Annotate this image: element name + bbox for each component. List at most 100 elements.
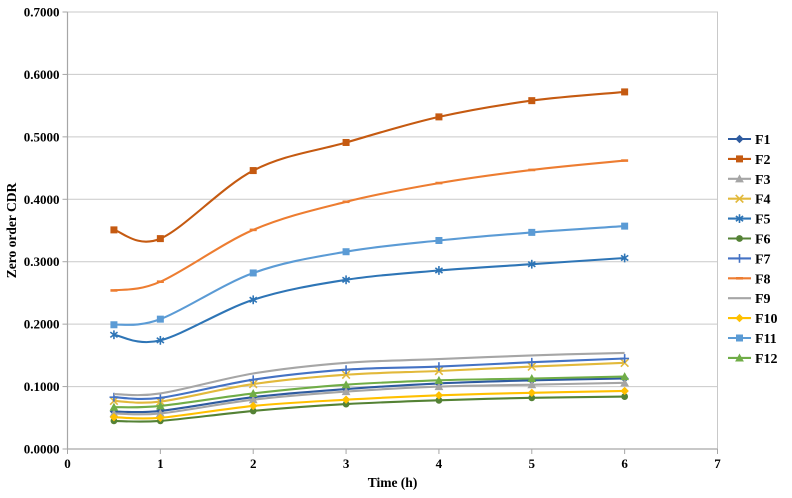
- circle-marker: [621, 393, 629, 400]
- triangle-marker: [155, 409, 165, 418]
- circle-marker: [342, 400, 350, 408]
- square-marker: [342, 248, 350, 256]
- circle-marker: [249, 407, 257, 415]
- triangle-marker: [341, 380, 351, 389]
- series-F11: [110, 222, 629, 329]
- square-marker: [110, 226, 118, 234]
- series-F3: [109, 378, 630, 418]
- legend-label-F11: F11: [755, 332, 777, 347]
- y-tick-label: 0.6000: [24, 67, 60, 82]
- series-F9: [113, 351, 625, 397]
- x-tick-label: 3: [343, 456, 350, 471]
- diamond-marker: [434, 391, 444, 400]
- asterisk-marker: [109, 331, 118, 339]
- square-marker: [156, 315, 164, 323]
- asterisk-marker: [249, 296, 258, 304]
- legend-label-F6: F6: [755, 233, 771, 248]
- triangle-marker: [735, 353, 744, 362]
- asterisk-marker: [434, 267, 443, 274]
- legend-label-F8: F8: [755, 272, 771, 287]
- legend-item-F4: F4: [728, 193, 771, 208]
- y-tick-label: 0.5000: [24, 129, 60, 144]
- y-tick-label: 0.3000: [24, 254, 60, 269]
- y-tick-label: 0.4000: [24, 192, 60, 207]
- legend-label-F5: F5: [755, 213, 771, 228]
- legend-label-F9: F9: [755, 292, 771, 307]
- y-tick-label: 0.2000: [24, 317, 60, 332]
- square-marker: [435, 236, 443, 244]
- x-tick-label: 2: [250, 456, 257, 471]
- y-axis-title: Zero order CDR: [4, 183, 19, 279]
- legend-label-F3: F3: [755, 173, 771, 188]
- x-axis-title: Time (h): [368, 475, 418, 490]
- series-F12: [109, 372, 630, 411]
- square-marker: [110, 321, 118, 329]
- triangle-marker: [341, 387, 351, 396]
- square-marker: [249, 167, 257, 175]
- circle-marker: [528, 394, 536, 402]
- series-F10: [109, 386, 629, 422]
- triangle-marker: [527, 374, 537, 383]
- legend-item-F7: F7: [728, 252, 771, 267]
- legend-item-F12: F12: [728, 352, 778, 367]
- diamond-marker: [620, 386, 629, 396]
- asterisk-marker: [620, 254, 629, 262]
- diamond-marker: [735, 134, 744, 144]
- asterisk-marker: [156, 337, 165, 344]
- series-line-F5: [113, 256, 625, 344]
- diamond-marker: [527, 388, 536, 398]
- x-tick-label: 4: [436, 456, 443, 471]
- diamond-marker: [109, 412, 119, 422]
- series-line-F9: [113, 351, 625, 397]
- square-marker: [528, 228, 536, 236]
- square-marker: [736, 155, 743, 163]
- legend-item-F6: F6: [728, 233, 771, 248]
- legend-item-F1: F1: [728, 133, 771, 148]
- legend-item-F10: F10: [728, 312, 778, 327]
- legend-label-F12: F12: [755, 352, 778, 367]
- triangle-marker: [735, 174, 744, 183]
- series-line-F11: [113, 225, 625, 326]
- series-line-F8: [113, 159, 625, 292]
- triangle-marker: [527, 380, 537, 389]
- legend-item-F5: F5: [728, 213, 771, 228]
- series-F5: [109, 253, 629, 345]
- legend-item-F11: F11: [728, 332, 777, 347]
- y-tick-label: 0.0000: [24, 442, 60, 457]
- triangle-marker: [620, 372, 630, 381]
- asterisk-marker: [735, 215, 744, 222]
- square-marker: [621, 88, 629, 96]
- x-tick-label: 5: [529, 456, 536, 471]
- triangle-marker: [434, 375, 444, 384]
- x-marker: [735, 194, 744, 204]
- triangle-marker: [248, 395, 258, 404]
- legend-item-F2: F2: [728, 153, 771, 168]
- legend-label-F2: F2: [755, 153, 771, 168]
- legend-item-F3: F3: [728, 173, 771, 188]
- triangle-marker: [434, 382, 444, 391]
- square-marker: [249, 269, 257, 277]
- circle-marker: [736, 235, 743, 242]
- square-marker: [435, 113, 443, 121]
- series-F7: [109, 354, 630, 403]
- series-F2: [110, 88, 629, 243]
- x-tick-label: 0: [64, 456, 71, 471]
- asterisk-marker: [342, 276, 351, 284]
- x-tick-label: 1: [157, 456, 164, 471]
- series-line-F2: [113, 90, 625, 243]
- triangle-marker: [155, 401, 165, 410]
- circle-marker: [435, 396, 443, 404]
- series-F8: [110, 159, 629, 292]
- square-marker: [156, 235, 164, 243]
- triangle-marker: [620, 378, 630, 387]
- diamond-marker: [735, 313, 744, 323]
- x-tick-label: 6: [621, 456, 628, 471]
- diamond-marker: [156, 413, 165, 422]
- legend-label-F7: F7: [755, 252, 771, 267]
- legend-label-F1: F1: [755, 133, 771, 148]
- legend-label-F4: F4: [755, 193, 771, 208]
- square-marker: [528, 97, 536, 105]
- legend-item-F9: F9: [728, 292, 771, 307]
- square-marker: [621, 222, 629, 230]
